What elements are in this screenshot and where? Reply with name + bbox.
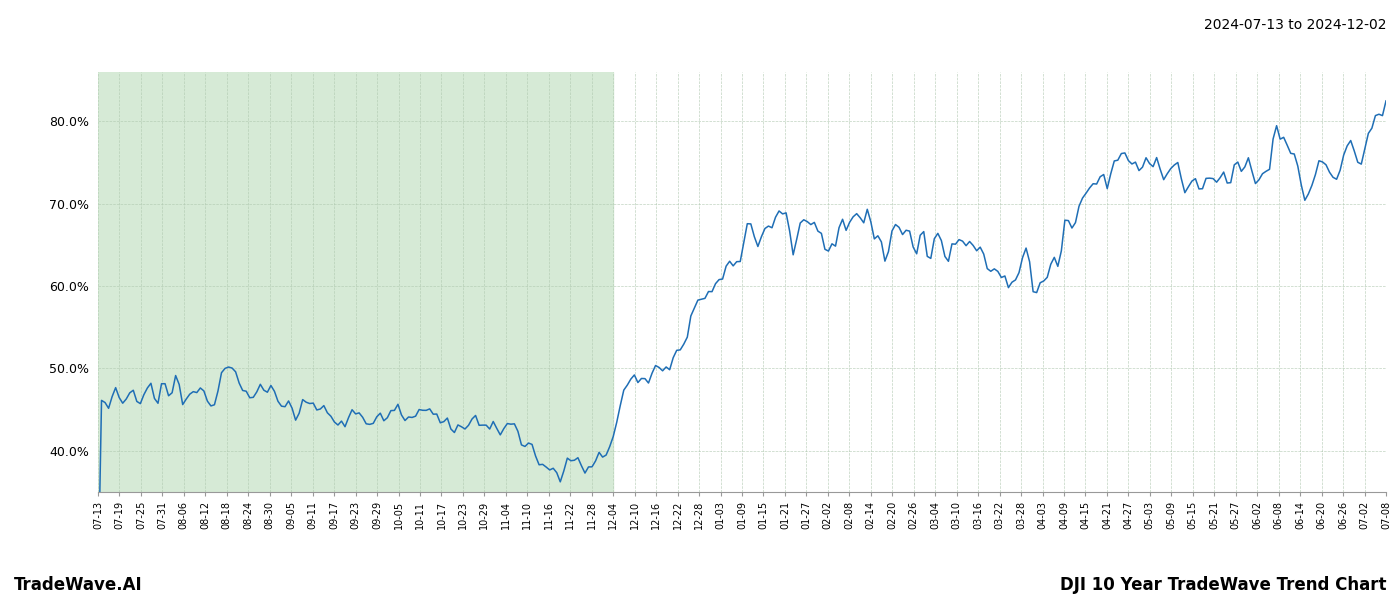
- Text: DJI 10 Year TradeWave Trend Chart: DJI 10 Year TradeWave Trend Chart: [1060, 576, 1386, 594]
- Text: TradeWave.AI: TradeWave.AI: [14, 576, 143, 594]
- Bar: [98, 72, 613, 492]
- Text: 2024-07-13 to 2024-12-02: 2024-07-13 to 2024-12-02: [1204, 18, 1386, 32]
